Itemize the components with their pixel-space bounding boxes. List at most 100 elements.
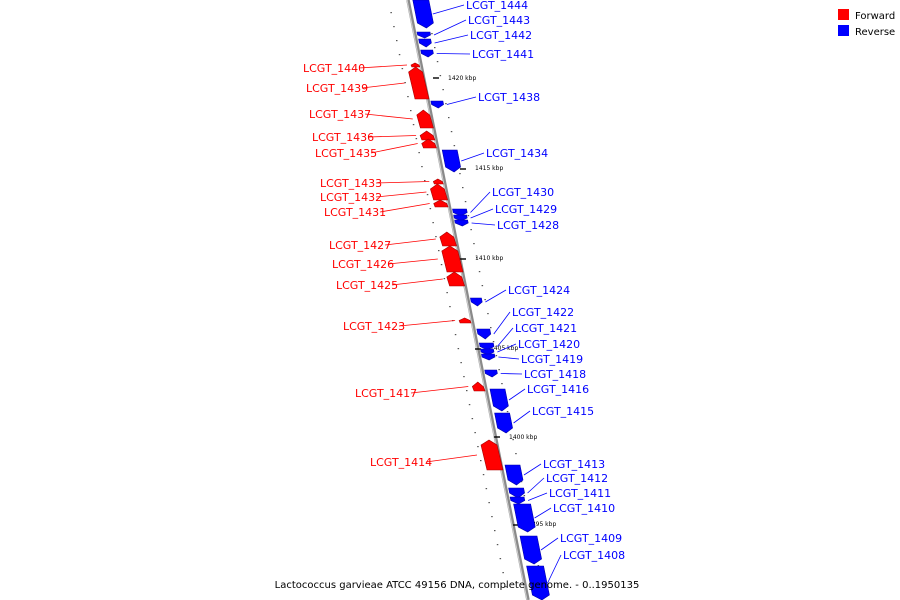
gene-label[interactable]: LCGT_1418 xyxy=(524,368,586,381)
gene-label[interactable]: LCGT_1419 xyxy=(521,353,583,366)
gene-leader-line xyxy=(527,477,545,494)
gene-label[interactable]: LCGT_1408 xyxy=(563,549,625,562)
gene-label[interactable]: LCGT_1413 xyxy=(543,458,605,471)
minor-tick xyxy=(484,299,486,301)
gene-arrow-lcgt-1432[interactable] xyxy=(430,183,448,201)
gene-arrow-lcgt-1431[interactable] xyxy=(433,199,449,208)
gene-arrow-lcgt-1415[interactable] xyxy=(494,412,513,434)
gene-arrow-lcgt-1433[interactable] xyxy=(432,178,444,185)
gene-label[interactable]: LCGT_1444 xyxy=(466,0,528,12)
gene-arrow-lcgt-1412[interactable] xyxy=(508,487,525,499)
gene-label[interactable]: LCGT_1414 xyxy=(370,456,432,469)
gene-arrow-lcgt-1440[interactable] xyxy=(410,62,421,68)
gene-arrow-lcgt-1423[interactable] xyxy=(458,317,472,324)
gene-label[interactable]: LCGT_1437 xyxy=(309,108,371,121)
minor-tick xyxy=(432,222,434,224)
gene-arrow-lcgt-1426[interactable] xyxy=(441,245,464,273)
gene-arrow-lcgt-1417[interactable] xyxy=(471,381,486,392)
gene-label[interactable]: LCGT_1443 xyxy=(468,14,530,27)
gene-label[interactable]: LCGT_1436 xyxy=(312,131,374,144)
gene-label[interactable]: LCGT_1409 xyxy=(560,532,622,545)
gene-arrow-lcgt-1437[interactable] xyxy=(416,109,434,129)
gene-arrow-lcgt-1444[interactable] xyxy=(412,0,434,29)
gene-label[interactable]: LCGT_1434 xyxy=(486,147,548,160)
legend-item-reverse[interactable]: Reverse xyxy=(838,25,895,38)
tick-label: 1410 kbp xyxy=(475,255,503,262)
gene-arrow-lcgt-1413[interactable] xyxy=(504,464,524,486)
gene-label[interactable]: LCGT_1426 xyxy=(332,258,394,271)
gene-label[interactable]: LCGT_1428 xyxy=(497,219,559,232)
gene-leader-line xyxy=(513,410,531,424)
tick-label: 1405 kbp xyxy=(490,345,518,352)
gene-arrow-lcgt-1411[interactable] xyxy=(509,496,526,505)
gene-label[interactable]: LCGT_1435 xyxy=(315,147,377,160)
gene-label[interactable]: LCGT_1423 xyxy=(343,320,405,333)
gene-arrow-lcgt-1408[interactable] xyxy=(526,565,550,600)
gene-label[interactable]: LCGT_1417 xyxy=(355,387,417,400)
gene-label[interactable]: LCGT_1431 xyxy=(324,206,386,219)
gene-arrow-lcgt-1430[interactable] xyxy=(452,208,468,217)
gene-label[interactable]: LCGT_1422 xyxy=(512,306,574,319)
gene-label[interactable]: LCGT_1429 xyxy=(495,203,557,216)
gene-arrow-lcgt-1429[interactable] xyxy=(453,214,468,222)
gene-label[interactable]: LCGT_1433 xyxy=(320,177,382,190)
gene-leader-line xyxy=(500,373,523,375)
gene-arrow-lcgt-1436[interactable] xyxy=(419,130,436,141)
gene-label[interactable]: LCGT_1410 xyxy=(553,502,615,515)
gene-arrow-lcgt-1409[interactable] xyxy=(519,535,542,565)
minor-tick xyxy=(512,439,514,441)
gene-label[interactable]: LCGT_1427 xyxy=(329,239,391,252)
gene-label[interactable]: LCGT_1425 xyxy=(336,279,398,292)
gene-arrow-lcgt-1416[interactable] xyxy=(489,388,509,412)
gene-arrow-lcgt-1427[interactable] xyxy=(439,231,458,247)
gene-leader-line xyxy=(398,320,456,327)
minor-tick xyxy=(440,264,443,266)
minor-tick xyxy=(481,285,484,287)
gene-arrow-lcgt-1443[interactable] xyxy=(416,31,431,39)
gene-arrow-lcgt-1442[interactable] xyxy=(418,38,432,48)
gene-label[interactable]: LCGT_1432 xyxy=(320,191,382,204)
gene-label[interactable]: LCGT_1441 xyxy=(472,48,534,61)
minor-tick xyxy=(491,516,493,518)
gene-arrow-lcgt-1421[interactable] xyxy=(478,342,495,351)
gene-arrow-lcgt-1441[interactable] xyxy=(420,49,434,58)
gene-leader-line xyxy=(461,152,485,162)
gene-label[interactable]: LCGT_1421 xyxy=(515,322,577,335)
gene-label[interactable]: LCGT_1440 xyxy=(303,62,365,75)
minor-tick xyxy=(393,26,395,28)
minor-tick xyxy=(482,474,485,476)
gene-label[interactable]: LCGT_1442 xyxy=(470,29,532,42)
gene-leader-line xyxy=(470,191,491,213)
gene-arrow-lcgt-1434[interactable] xyxy=(441,149,461,173)
gene-label[interactable]: LCGT_1430 xyxy=(492,186,554,199)
gene-arrow-lcgt-1410[interactable] xyxy=(513,503,536,533)
minor-tick xyxy=(407,96,409,98)
legend-item-forward[interactable]: Forward xyxy=(838,9,895,22)
map-caption: Lactococcus garvieae ATCC 49156 DNA, com… xyxy=(275,580,640,591)
minor-tick xyxy=(476,257,478,259)
gene-features xyxy=(408,0,550,600)
gene-label[interactable]: LCGT_1416 xyxy=(527,383,589,396)
gene-label[interactable]: LCGT_1439 xyxy=(306,82,368,95)
gene-arrow-lcgt-1439[interactable] xyxy=(408,66,430,100)
gene-arrow-lcgt-1438[interactable] xyxy=(430,100,444,109)
gene-label[interactable]: LCGT_1415 xyxy=(532,405,594,418)
minor-tick xyxy=(502,572,504,574)
genome-backbone xyxy=(406,0,530,600)
gene-arrow-lcgt-1424[interactable] xyxy=(470,297,483,307)
gene-label[interactable]: LCGT_1438 xyxy=(478,91,540,104)
gene-arrow-lcgt-1422[interactable] xyxy=(476,328,492,340)
gene-arrow-lcgt-1414[interactable] xyxy=(480,439,504,471)
gene-label[interactable]: LCGT_1411 xyxy=(549,487,611,500)
gene-arrow-lcgt-1425[interactable] xyxy=(446,271,466,287)
gene-label[interactable]: LCGT_1412 xyxy=(546,472,608,485)
minor-tick xyxy=(460,362,462,364)
gene-arrow-lcgt-1435[interactable] xyxy=(421,138,437,149)
gene-arrow-lcgt-1419[interactable] xyxy=(481,353,496,361)
gene-leader-line xyxy=(367,135,417,138)
gene-arrow-lcgt-1428[interactable] xyxy=(454,219,469,227)
gene-arrow-lcgt-1418[interactable] xyxy=(484,369,498,378)
gene-arrow-lcgt-1420[interactable] xyxy=(480,348,495,356)
gene-label[interactable]: LCGT_1420 xyxy=(518,338,580,351)
gene-label[interactable]: LCGT_1424 xyxy=(508,284,570,297)
